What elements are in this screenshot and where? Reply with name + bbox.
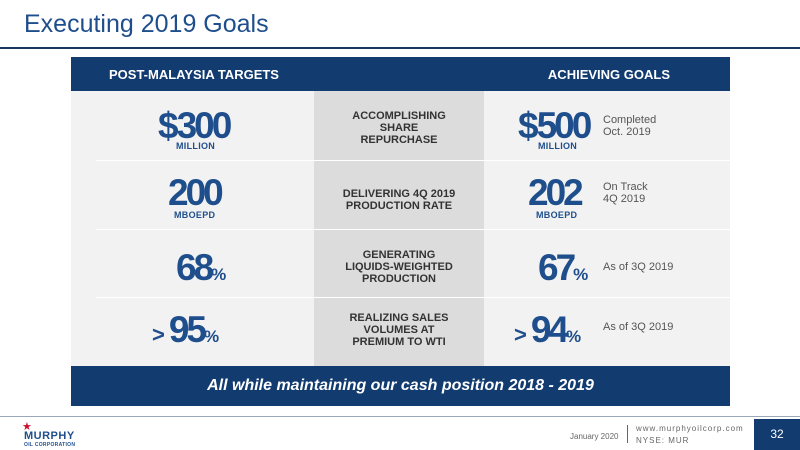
target-unit: MILLION [176,141,216,151]
achieved-value: >94% [514,309,582,350]
status-note: On Track 4Q 2019 [603,181,648,205]
website-text: www.murphyoilcorp.com [636,424,744,433]
row-divider [96,160,730,161]
achieved-value: 67% [538,247,589,288]
goal-row-share-repurchase: $300 MILLION ACCOMPLISHING SHARE REPURCHAS… [0,91,800,159]
presentation-date: January 2020 [570,432,619,441]
target-value: 68% [176,247,227,288]
summary-banner: All while maintaining our cash position … [71,366,730,406]
company-logo: ★ MURPHY OIL CORPORATION [18,420,108,448]
achieved-value: 202 [528,172,584,213]
goal-label: DELIVERING 4Q 2019 PRODUCTION RATE [342,188,456,212]
footer-separator [627,425,628,443]
goal-label: REALIZING SALES VOLUMES AT PREMIUM TO WTI [349,312,449,348]
goal-row-sales-premium: >95% REALIZING SALES VOLUMES AT PREMIUM TO… [0,297,800,365]
ticker-text: NYSE: MUR [636,436,690,445]
target-value: $300 [158,105,232,146]
goal-row-liquids-production: 68% GENERATING LIQUIDS-WEIGHTED PRODUCTION… [0,229,800,297]
target-value: 200 [168,172,224,213]
star-icon: ★ [22,421,32,433]
goal-row-production-rate: 200 MBOEPD DELIVERING 4Q 2019 PRODUCTION … [0,160,800,228]
status-note: Completed Oct. 2019 [603,114,657,138]
table-header: POST-MALAYSIA TARGETS ACHIEVING GOALS [71,57,730,91]
achieved-unit: MILLION [538,141,578,151]
footer-divider [0,416,800,417]
goals-center-column [314,91,484,366]
status-note: As of 3Q 2019 [603,261,674,273]
target-value: >95% [152,309,220,350]
title-divider [0,47,800,49]
status-note: As of 3Q 2019 [603,321,674,333]
page-title: Executing 2019 Goals [24,10,269,38]
target-unit: MBOEPD [174,210,216,220]
achieved-unit: MBOEPD [536,210,578,220]
page-number: 32 [754,419,800,450]
row-divider [96,229,730,230]
row-divider [96,297,730,298]
header-targets: POST-MALAYSIA TARGETS [109,67,279,82]
logo-wordmark: MURPHY [24,430,75,442]
goal-label: ACCOMPLISHING SHARE REPURCHASE [352,110,446,146]
achieved-value: $500 [518,105,592,146]
goal-label: GENERATING LIQUIDS-WEIGHTED PRODUCTION [345,249,453,285]
header-goals: ACHIEVING GOALS [547,67,670,82]
logo-subtitle: OIL CORPORATION [24,442,76,448]
